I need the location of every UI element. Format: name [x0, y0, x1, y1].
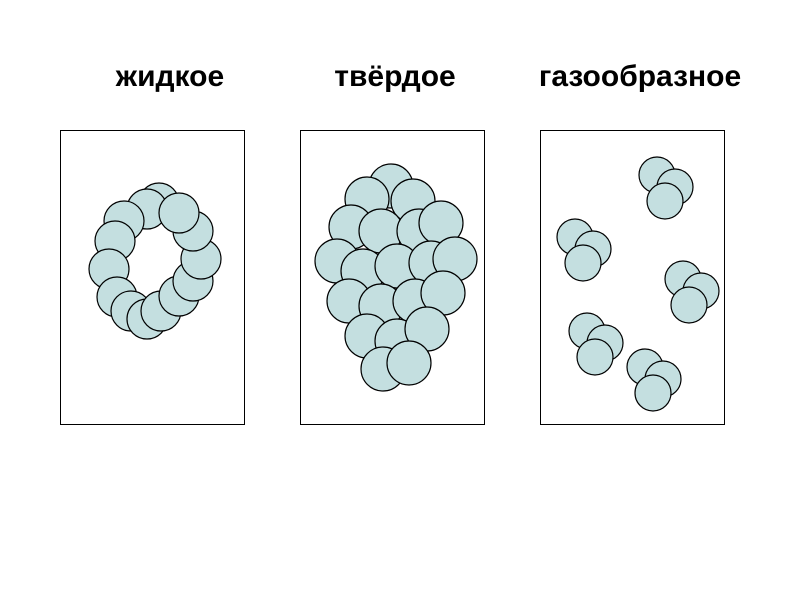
liquid-panel	[60, 130, 245, 425]
molecule-circle	[159, 193, 199, 233]
label-gas: газообразное	[510, 60, 770, 94]
molecule-circle	[671, 287, 707, 323]
diagram-stage: жидкое твёрдое газообразное	[0, 0, 800, 600]
label-solid: твёрдое	[310, 60, 480, 94]
molecule-circle	[577, 339, 613, 375]
gas-panel	[540, 130, 725, 425]
liquid-panel-svg	[61, 131, 246, 426]
molecule-circle	[635, 375, 671, 411]
gas-panel-svg	[541, 131, 726, 426]
solid-panel-svg	[301, 131, 486, 426]
solid-panel	[300, 130, 485, 425]
molecule-circle	[647, 183, 683, 219]
molecule-circle	[387, 341, 431, 385]
molecule-circle	[565, 245, 601, 281]
label-liquid: жидкое	[85, 60, 255, 94]
